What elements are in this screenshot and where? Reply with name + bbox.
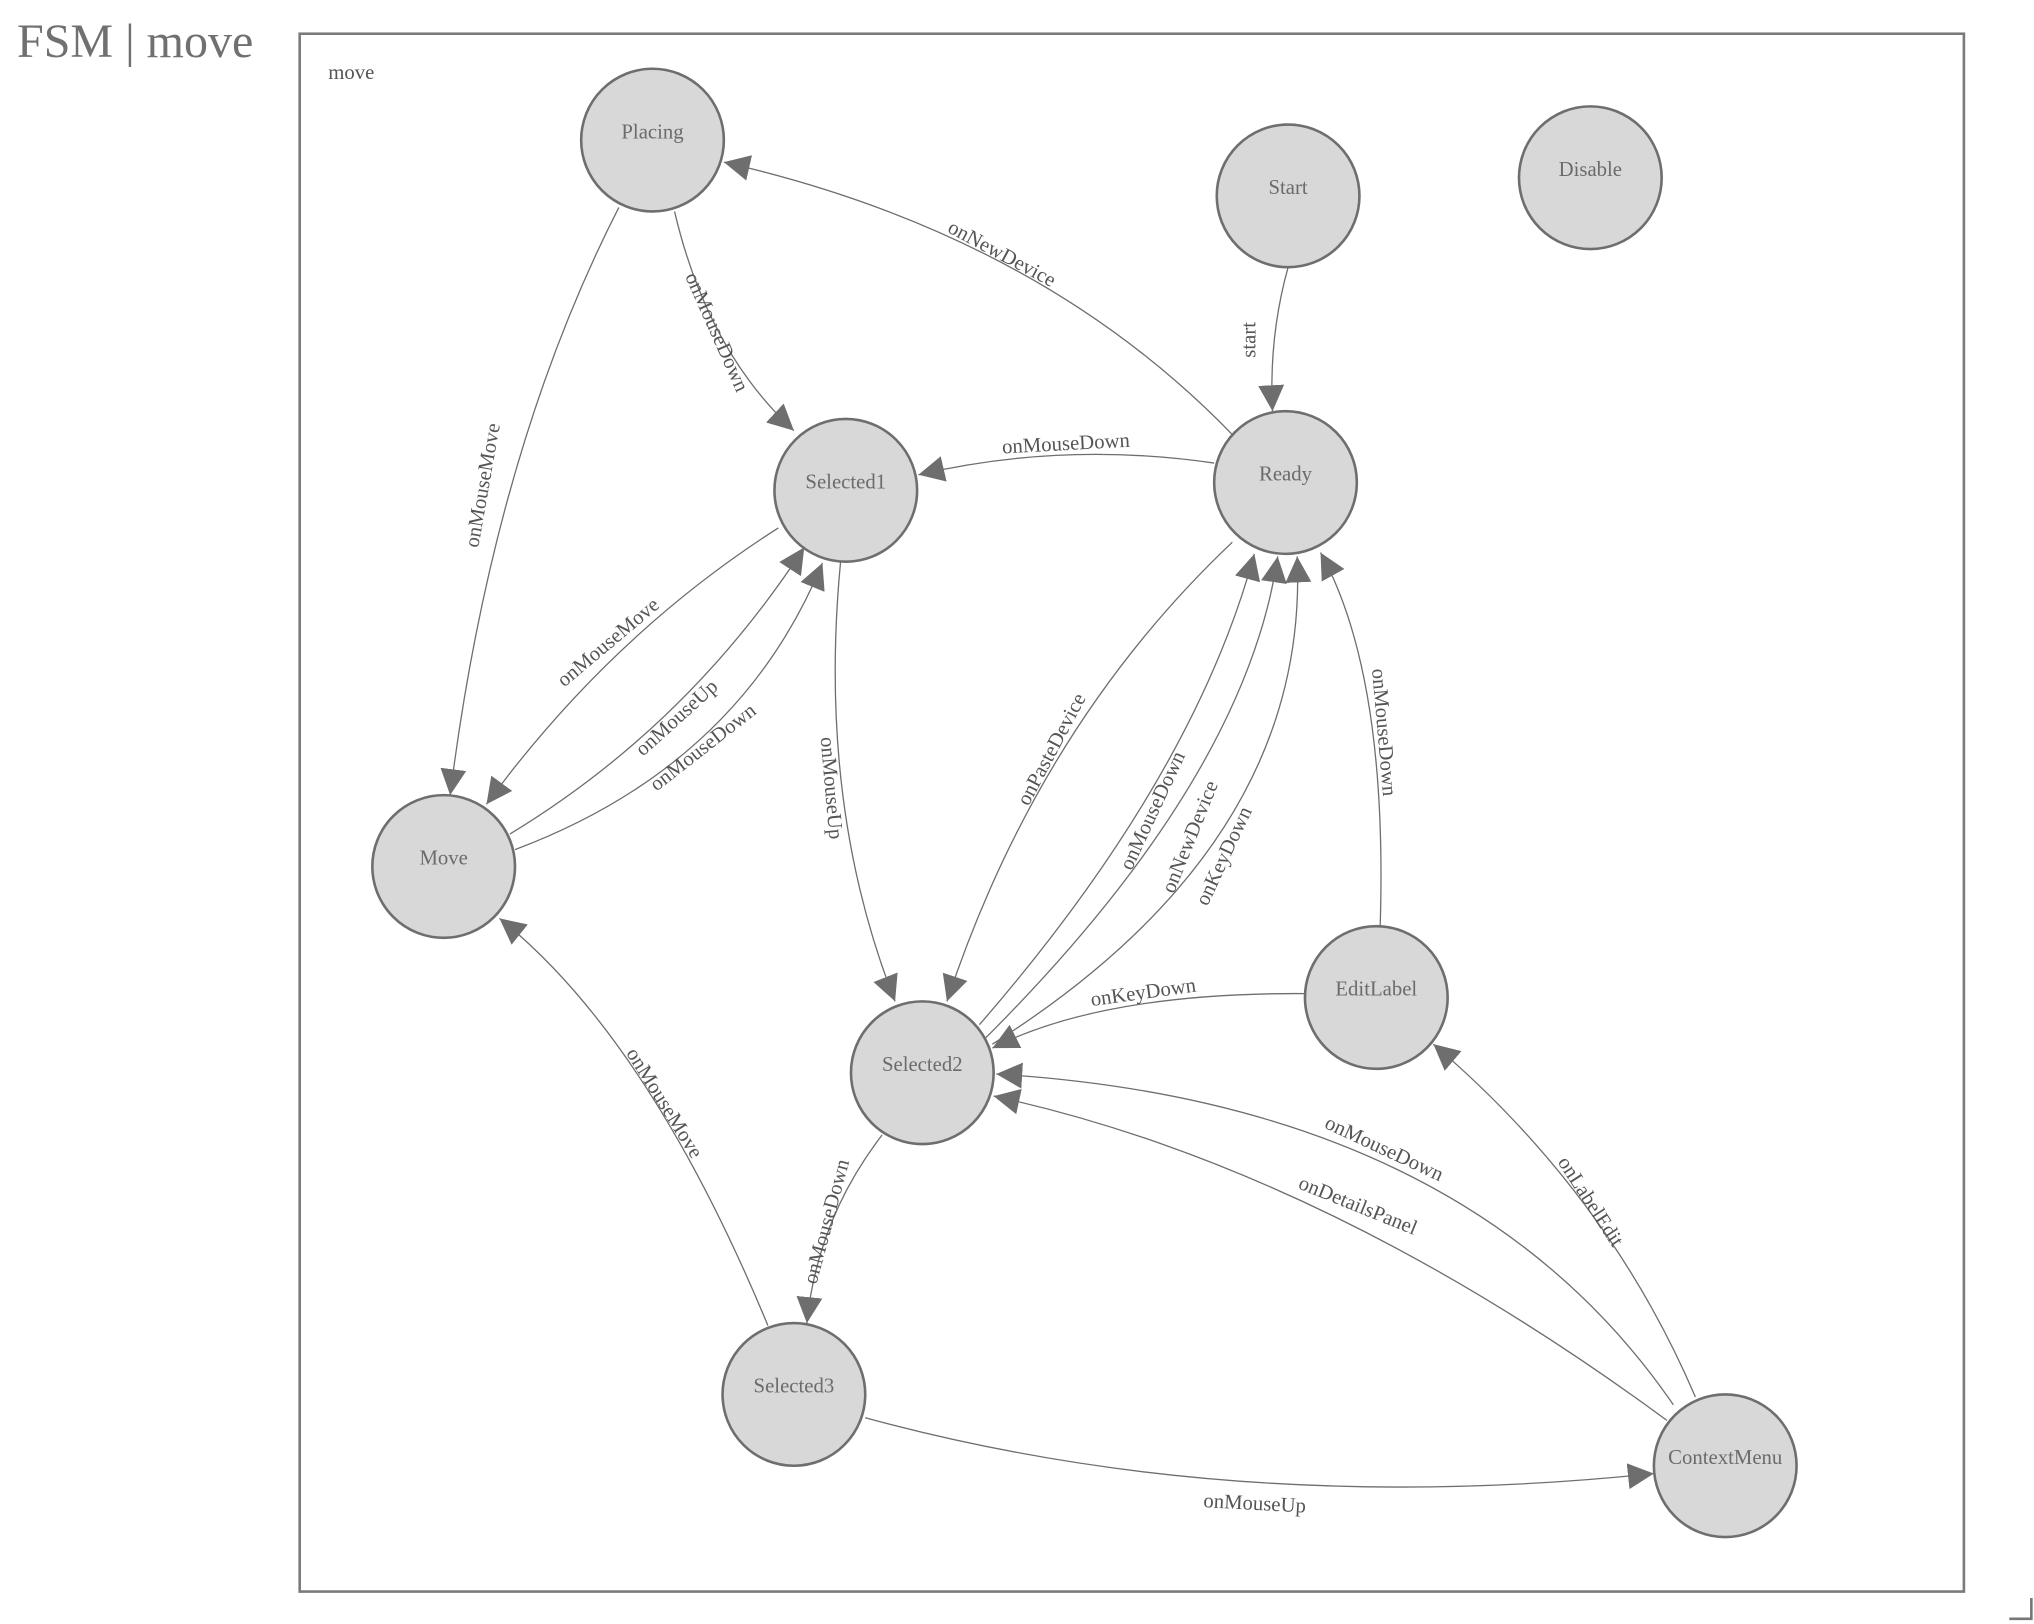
transition-arrow [673, 211, 795, 432]
transition-arrow [440, 207, 620, 796]
state-move[interactable]: Move [371, 793, 517, 940]
transition-arrow [918, 453, 1215, 482]
state-selected2[interactable]: Selected2 [849, 1000, 995, 1146]
state-circle[interactable] [1303, 924, 1449, 1071]
transition-label: onMouseUp [1203, 1490, 1307, 1517]
state-circle[interactable] [1212, 409, 1359, 556]
transition-arrow [942, 541, 1233, 1002]
state-label: Move [419, 848, 467, 870]
state-label: Ready [1259, 464, 1313, 486]
state-label: Selected3 [754, 1376, 835, 1398]
group-frame [298, 32, 1966, 1593]
resize-corner[interactable] [2009, 1598, 2033, 1621]
state-circle[interactable] [1652, 1393, 1798, 1539]
transition-arrow [992, 556, 1312, 1045]
transition-arrow [834, 561, 898, 1002]
state-disable[interactable]: Disable [1517, 105, 1663, 251]
state-contextmenu[interactable]: ContextMenu [1652, 1393, 1798, 1539]
state-editlabel[interactable]: EditLabel [1303, 924, 1449, 1071]
transition-arrow [485, 527, 779, 805]
state-label: Start [1268, 177, 1307, 199]
state-circle[interactable] [1215, 123, 1361, 269]
transition-arrow [865, 1417, 1654, 1490]
transition-arrow [1432, 1043, 1696, 1398]
transition-arrow [514, 562, 825, 851]
state-selected1[interactable]: Selected1 [773, 417, 919, 563]
transition-arrow [993, 1088, 1668, 1421]
state-placing[interactable]: Placing [579, 67, 726, 213]
state-circle[interactable] [579, 67, 726, 213]
state-label: EditLabel [1335, 979, 1417, 1001]
state-circle[interactable] [1517, 105, 1663, 251]
transition-start-to-ready: start [1239, 267, 1289, 412]
transition-arrow [985, 556, 1287, 1039]
transition-arrow [796, 1134, 883, 1324]
state-label: Disable [1559, 159, 1622, 181]
transition-arrow [499, 917, 769, 1326]
transition-label: start [1239, 322, 1261, 358]
state-circle[interactable] [721, 1321, 867, 1468]
state-label: Selected2 [882, 1054, 963, 1076]
group-label: move [328, 62, 374, 84]
state-label: Selected1 [805, 472, 886, 494]
state-label: Placing [621, 121, 683, 143]
state-start[interactable]: Start [1215, 123, 1361, 269]
transition-arrow [509, 547, 805, 835]
transition-arrow [723, 155, 1233, 435]
state-ready[interactable]: Ready [1212, 409, 1359, 556]
state-circle[interactable] [849, 1000, 995, 1146]
state-selected3[interactable]: Selected3 [721, 1321, 867, 1468]
transition-arrow [978, 553, 1261, 1026]
state-circle[interactable] [773, 417, 919, 563]
state-circle[interactable] [371, 793, 517, 940]
transition-arrow [992, 992, 1305, 1049]
transition-arrow [1319, 552, 1382, 927]
state-label: ContextMenu [1668, 1447, 1783, 1469]
transition-selected3-to-contextmenu: onMouseUp [865, 1417, 1654, 1518]
transition-arrow [996, 1062, 1674, 1406]
page-title: FSM | move [17, 15, 254, 68]
transition-arrow [1258, 267, 1289, 412]
